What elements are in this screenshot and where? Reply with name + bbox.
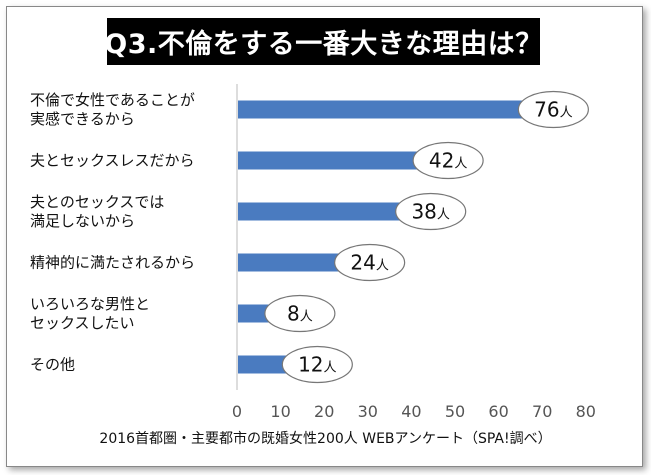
data-label-bubble-5 bbox=[281, 345, 353, 384]
category-label-0-0: 不倫で女性であることが bbox=[30, 91, 195, 109]
data-label-4: 8人 bbox=[287, 302, 313, 326]
x-tick-label-7: 70 bbox=[532, 402, 552, 421]
x-tick-label-8: 80 bbox=[576, 402, 596, 421]
bar-2 bbox=[238, 202, 404, 221]
category-label-4-1: セックスしたい bbox=[30, 314, 135, 332]
data-label-0: 76人 bbox=[534, 98, 572, 122]
data-label-5: 12人 bbox=[298, 353, 336, 377]
data-label-2: 38人 bbox=[411, 200, 449, 224]
category-label-3-0: 精神的に満たされるから bbox=[30, 254, 195, 272]
category-label-4-0: いろいろな男性と bbox=[30, 295, 150, 313]
data-label-bubble-2 bbox=[395, 192, 467, 231]
x-tick-label-1: 10 bbox=[270, 402, 290, 421]
bar-5 bbox=[238, 355, 291, 374]
data-label-bubble-3 bbox=[334, 243, 406, 282]
bar-4 bbox=[238, 304, 273, 323]
category-label-2-1: 満足しないから bbox=[30, 212, 135, 230]
survey-caption: 2016首都圏・主要都市の既婚女性200人 WEBアンケート（SPA!調べ） bbox=[99, 431, 552, 447]
category-label-0-1: 実感できるから bbox=[30, 110, 135, 128]
data-label-bubble-0 bbox=[517, 90, 589, 129]
data-label-bubble-1 bbox=[412, 141, 484, 180]
x-tick-label-4: 40 bbox=[401, 402, 421, 421]
data-label-1: 42人 bbox=[429, 149, 467, 173]
data-label-bubble-4 bbox=[264, 294, 336, 333]
bar-1 bbox=[238, 151, 422, 170]
data-label-3: 24人 bbox=[350, 251, 388, 275]
x-tick-label-6: 60 bbox=[488, 402, 508, 421]
chart-frame bbox=[6, 6, 643, 467]
category-label-2-0: 夫とのセックスでは bbox=[30, 193, 164, 211]
bar-0 bbox=[238, 100, 570, 119]
x-tick-label-0: 0 bbox=[232, 402, 242, 421]
category-label-1-0: 夫とセックスレスだから bbox=[30, 152, 195, 170]
x-tick-label-2: 20 bbox=[314, 402, 334, 421]
chart-title: Q3.不倫をする一番大きな理由は？ bbox=[104, 18, 542, 65]
category-label-5-0: その他 bbox=[30, 356, 75, 374]
bar-3 bbox=[238, 253, 343, 272]
x-tick-label-3: 30 bbox=[358, 402, 378, 421]
x-tick-label-5: 50 bbox=[445, 402, 465, 421]
